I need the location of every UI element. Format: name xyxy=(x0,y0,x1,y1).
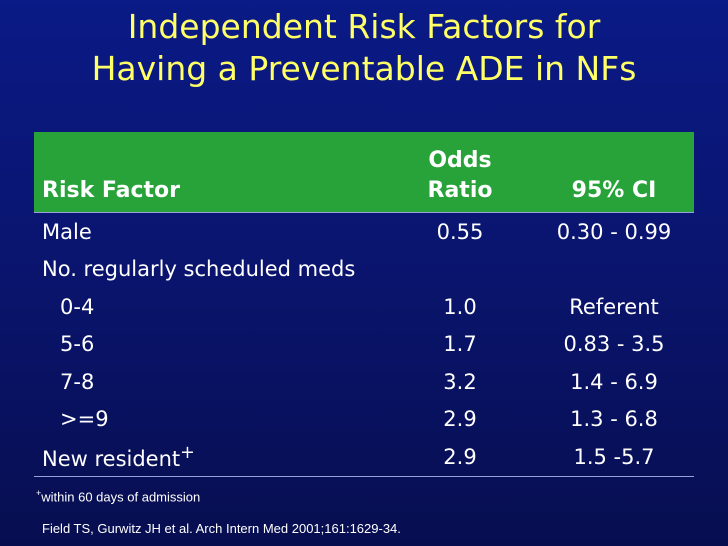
header-odds-line2: Ratio xyxy=(427,178,493,203)
table-body: Male 0.55 0.30 - 0.99 No. regularly sche… xyxy=(34,212,694,477)
footnote-marker: + xyxy=(180,442,195,463)
cell-ci: 0.30 - 0.99 xyxy=(556,219,672,244)
cell-odds: 2.9 xyxy=(443,444,477,469)
cell-odds: 1.7 xyxy=(443,332,477,357)
cell-ci: 1.3 - 6.8 xyxy=(570,407,658,432)
table-row: New resident+ 2.9 1.5 -5.7 xyxy=(34,438,694,476)
cell-odds: 2.9 xyxy=(443,407,477,432)
cell-factor: No. regularly scheduled meds xyxy=(42,257,356,282)
table-row: Male 0.55 0.30 - 0.99 xyxy=(34,213,694,251)
table-header: Risk Factor Odds Ratio 95% CI xyxy=(34,132,694,212)
table-row: >=9 2.9 1.3 - 6.8 xyxy=(34,401,694,439)
cell-factor: New resident+ xyxy=(34,443,386,471)
cell-factor: 7-8 xyxy=(60,369,95,394)
cell-ci: Referent xyxy=(569,294,659,319)
cell-odds: 3.2 xyxy=(443,369,477,394)
cell-odds: 1.0 xyxy=(443,294,477,319)
cell-ci: 0.83 - 3.5 xyxy=(563,332,665,357)
table-row: 7-8 3.2 1.4 - 6.9 xyxy=(34,363,694,401)
title-line-1: Independent Risk Factors for xyxy=(127,7,601,46)
header-95-ci: 95% CI xyxy=(571,178,657,203)
cell-factor: >=9 xyxy=(60,407,109,432)
table-row: No. regularly scheduled meds xyxy=(34,251,694,289)
factor-text: New resident xyxy=(42,446,181,471)
table-row: 0-4 1.0 Referent xyxy=(34,288,694,326)
cell-factor: 0-4 xyxy=(60,294,95,319)
cell-ci: 1.4 - 6.9 xyxy=(570,369,658,394)
footnote: +within 60 days of admission xyxy=(36,488,200,504)
cell-odds: 0.55 xyxy=(436,219,484,244)
header-risk-factor: Risk Factor xyxy=(42,178,180,203)
table-row: 5-6 1.7 0.83 - 3.5 xyxy=(34,326,694,364)
header-odds-ratio: Odds Ratio xyxy=(386,146,534,212)
title-line-2: Having a Preventable ADE in NFs xyxy=(91,49,637,88)
footnote-marker: + xyxy=(36,488,42,498)
cell-ci: 1.5 -5.7 xyxy=(573,444,655,469)
cell-factor: 5-6 xyxy=(60,332,95,357)
cell-factor: Male xyxy=(42,219,92,244)
footnote-text: within 60 days of admission xyxy=(41,489,201,505)
slide-title: Independent Risk Factors for Having a Pr… xyxy=(0,6,728,90)
citation: Field TS, Gurwitz JH et al. Arch Intern … xyxy=(42,521,401,536)
header-odds-line1: Odds xyxy=(428,148,492,173)
